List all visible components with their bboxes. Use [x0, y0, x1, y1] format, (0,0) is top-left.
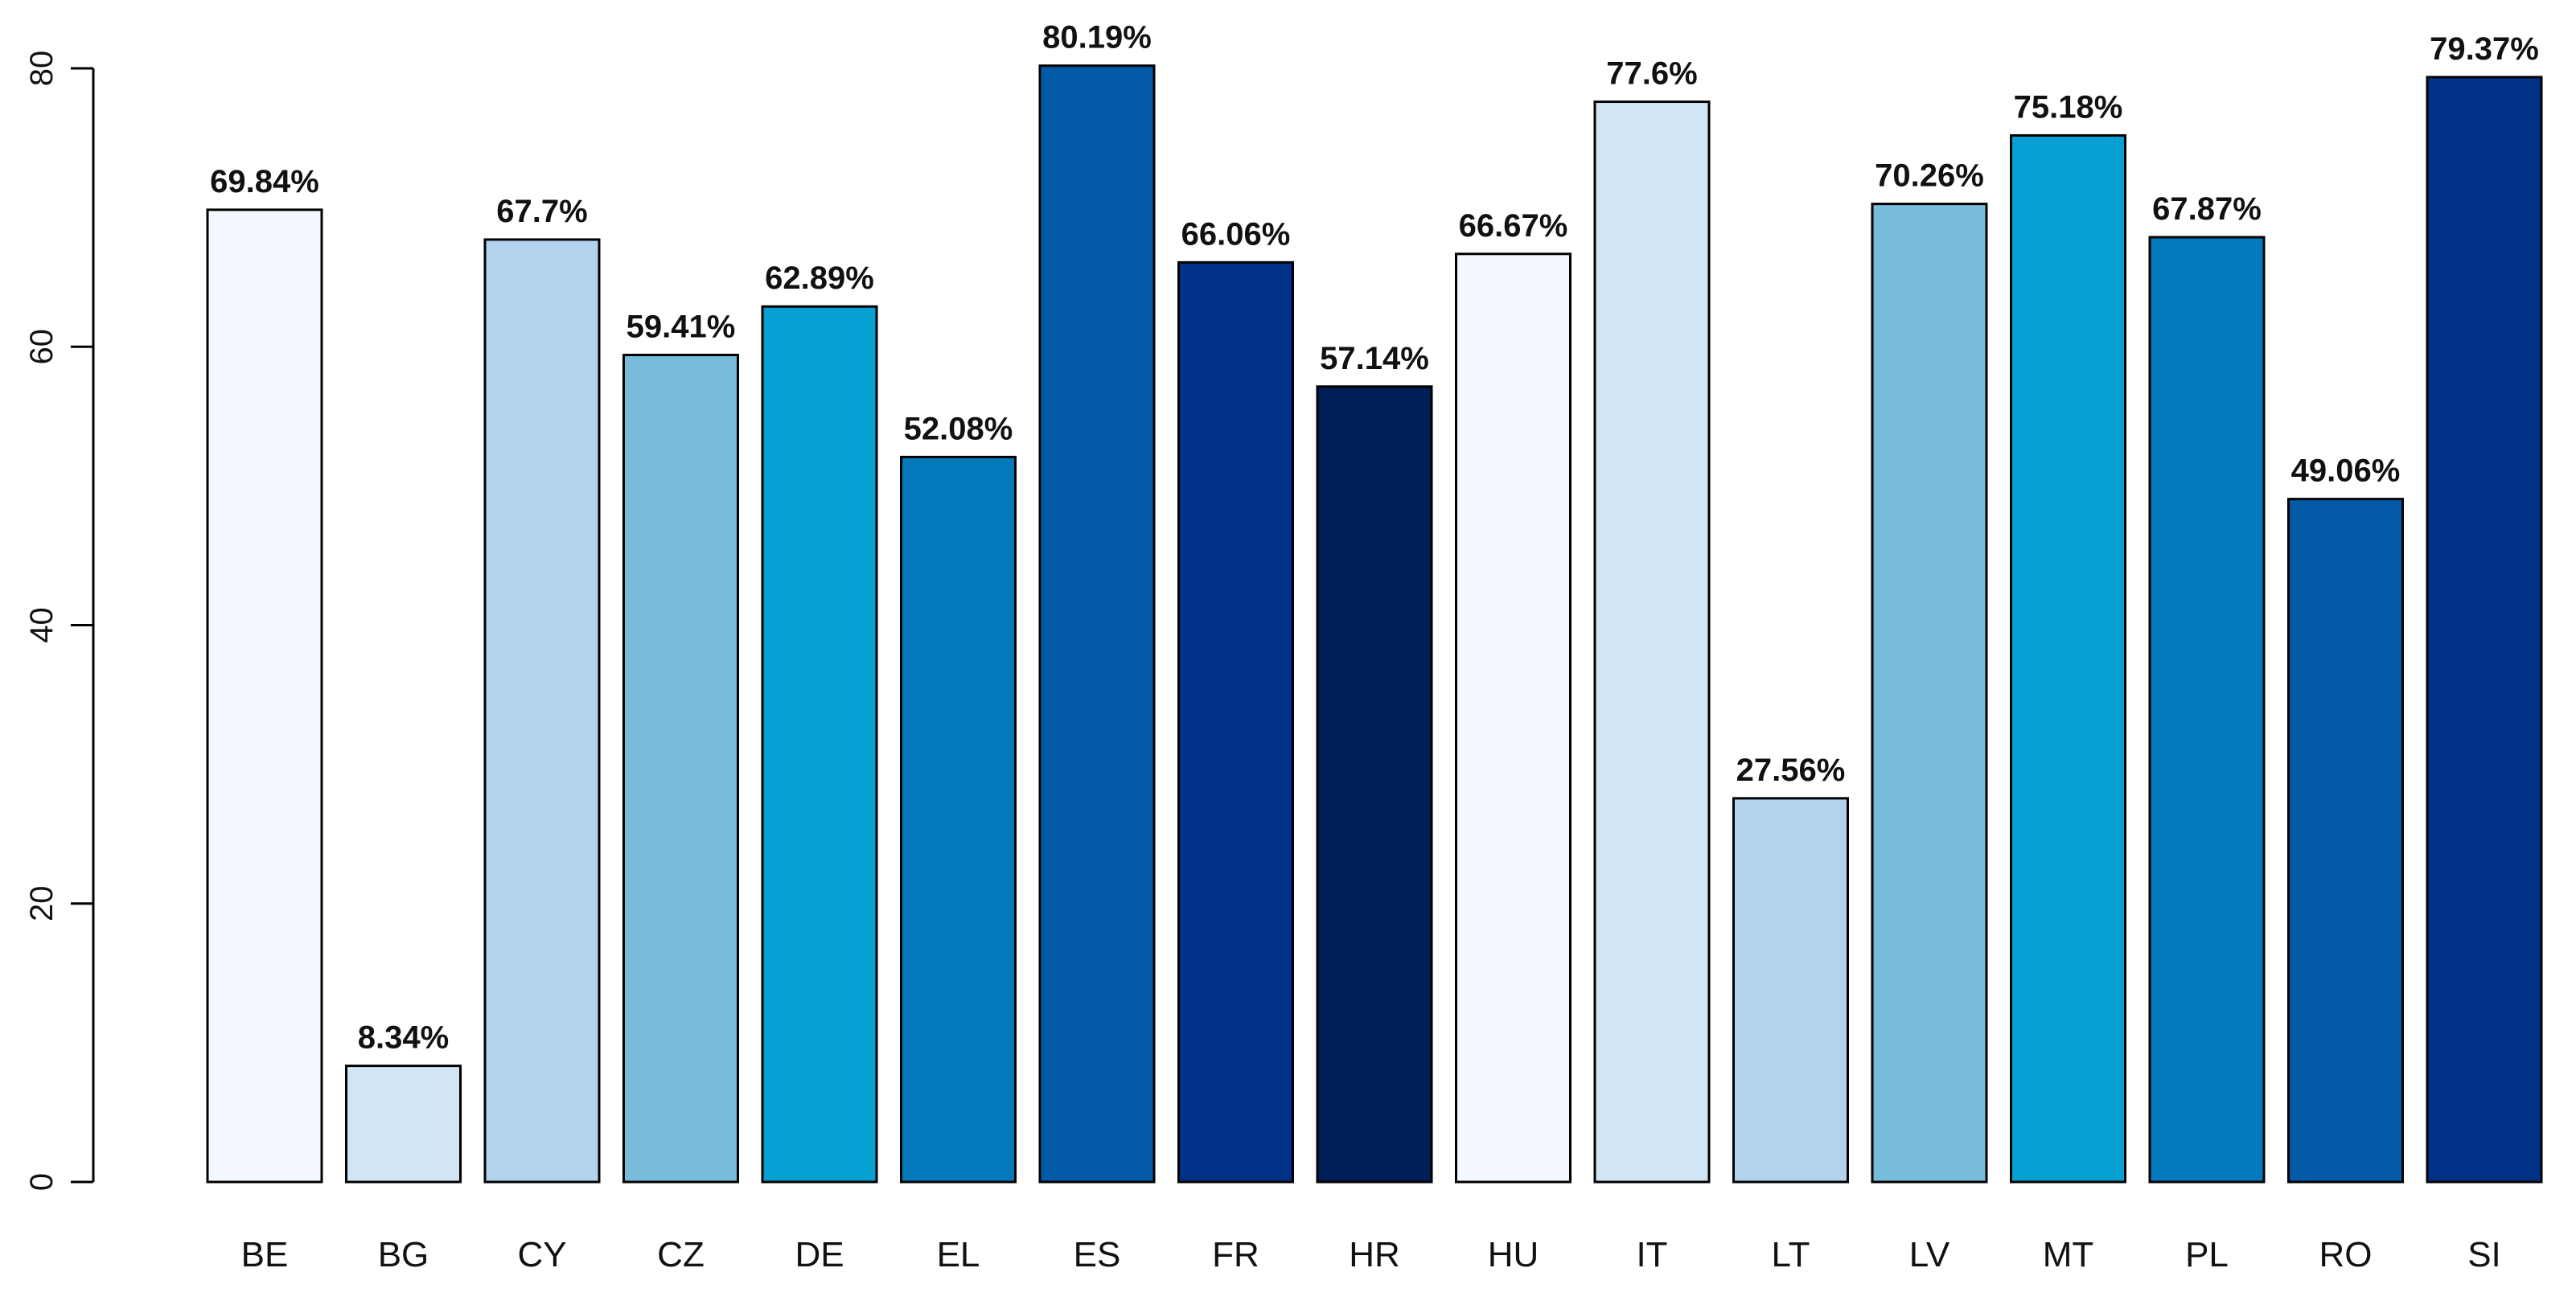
data-label-es: 80.19% — [1042, 20, 1152, 55]
bar-ro — [2287, 498, 2404, 1184]
x-tick-label-fr: FR — [1212, 1235, 1259, 1274]
y-tick-label: 80 — [24, 51, 60, 87]
data-label-de: 62.89% — [765, 261, 874, 296]
bar-cy — [483, 238, 601, 1184]
x-tick-label-bg: BG — [378, 1235, 429, 1274]
data-label-lt: 27.56% — [1736, 753, 1846, 788]
x-tick-label-it: IT — [1636, 1235, 1667, 1274]
x-tick-label-cy: CY — [517, 1235, 566, 1274]
x-tick-label-lv: LV — [1909, 1235, 1950, 1274]
x-tick-label-hr: HR — [1349, 1235, 1400, 1274]
data-label-cz: 59.41% — [627, 309, 736, 344]
x-tick-label-el: EL — [937, 1235, 980, 1274]
data-label-si: 79.37% — [2430, 31, 2539, 67]
bar-it — [1593, 101, 1711, 1184]
data-labels-group: 69.84% 8.34% 67.7% 59.41% 62.89% 52.08% 80.19%… — [210, 20, 2539, 1056]
data-label-bg: 8.34% — [358, 1020, 449, 1056]
x-tick-label-si: SI — [2467, 1235, 2501, 1274]
x-tick-label-cz: CZ — [657, 1235, 705, 1274]
bar-es — [1038, 64, 1156, 1184]
data-label-cy: 67.7% — [496, 194, 587, 229]
data-label-lv: 70.26% — [1875, 158, 1984, 194]
data-label-fr: 66.06% — [1181, 216, 1291, 252]
y-axis: 0 20 40 60 80 — [24, 51, 95, 1191]
x-tick-label-be: BE — [241, 1235, 289, 1274]
data-label-mt: 75.18% — [2014, 89, 2123, 125]
bar-lv — [1871, 203, 1988, 1184]
x-tick-label-hu: HU — [1488, 1235, 1539, 1274]
x-tick-label-de: DE — [795, 1235, 844, 1274]
bar-lt — [1732, 797, 1849, 1184]
data-label-el: 52.08% — [904, 411, 1013, 446]
x-tick-label-lt: LT — [1771, 1235, 1810, 1274]
x-tick-labels-group: BE BG CY CZ DE EL ES FR HR HU IT LT LV MT PL RO SI — [241, 1235, 2501, 1274]
bar-cz — [622, 353, 739, 1184]
bar-de — [761, 305, 878, 1184]
bar-si — [2426, 76, 2543, 1184]
x-tick-label-pl: PL — [2185, 1235, 2229, 1274]
bar-el — [900, 455, 1017, 1184]
bar-be — [206, 208, 323, 1184]
x-tick-label-es: ES — [1074, 1235, 1121, 1274]
bar-fr — [1177, 261, 1294, 1184]
x-tick-label-ro: RO — [2319, 1235, 2373, 1274]
y-tick-label: 0 — [24, 1173, 60, 1191]
data-label-hu: 66.67% — [1459, 208, 1568, 244]
y-tick-label: 20 — [24, 886, 60, 922]
y-tick-label: 40 — [24, 607, 60, 643]
data-label-hr: 57.14% — [1320, 341, 1429, 376]
bar-pl — [2148, 236, 2266, 1184]
data-label-be: 69.84% — [210, 164, 319, 199]
data-label-it: 77.6% — [1606, 56, 1697, 92]
x-tick-label-mt: MT — [2043, 1235, 2094, 1274]
bar-hr — [1316, 385, 1433, 1184]
data-label-ro: 49.06% — [2291, 453, 2401, 489]
bar-bg — [345, 1065, 462, 1184]
bar-mt — [2010, 133, 2126, 1184]
bar-hu — [1455, 252, 1571, 1184]
y-tick-label: 60 — [24, 329, 60, 365]
bars-group — [206, 64, 2543, 1184]
data-label-pl: 67.87% — [2152, 191, 2262, 227]
